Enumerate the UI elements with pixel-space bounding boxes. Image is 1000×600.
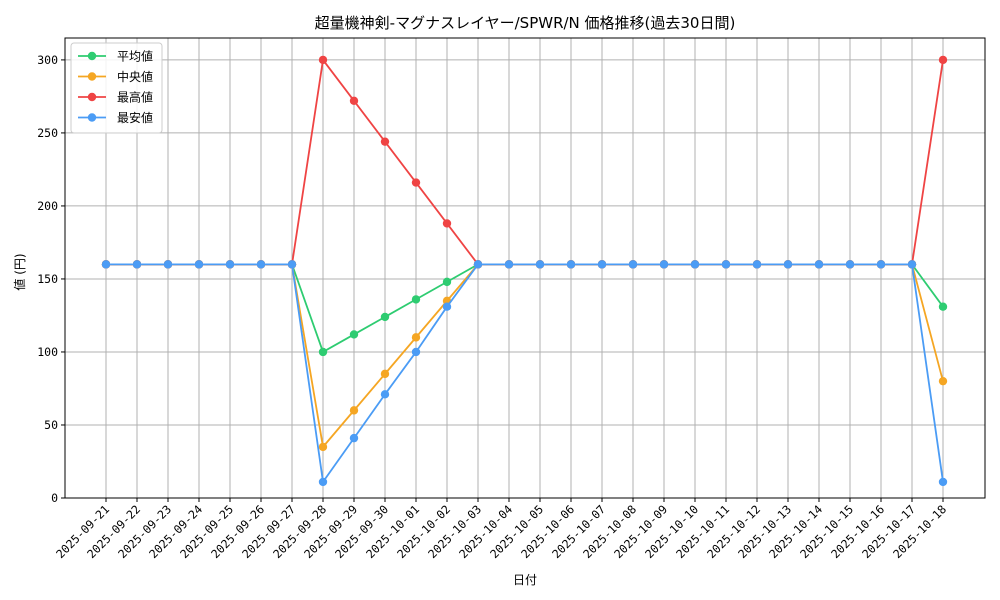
data-point <box>504 260 514 269</box>
data-point <box>721 260 731 269</box>
legend-item: 平均値 <box>78 49 153 64</box>
data-point <box>411 295 421 304</box>
data-point <box>349 96 359 105</box>
y-tick-label: 100 <box>37 345 58 359</box>
x-axis-label: 日付 <box>513 573 537 587</box>
legend-item: 中央値 <box>78 69 153 84</box>
data-point <box>163 260 173 269</box>
series-line <box>106 57 944 266</box>
legend-marker <box>87 51 97 61</box>
data-point <box>380 390 390 399</box>
data-point <box>876 260 886 269</box>
data-point <box>442 302 452 311</box>
series-0 <box>101 260 948 357</box>
data-point <box>566 260 576 269</box>
data-point <box>380 369 390 379</box>
y-tick-label: 50 <box>44 418 58 432</box>
chart-title: 超量機神剣-マグナスレイヤー/SPWR/N 価格推移(過去30日間) <box>315 14 736 32</box>
data-point <box>442 277 452 287</box>
plot-frame <box>64 37 986 499</box>
y-axis-label: 値 (円) <box>12 253 27 290</box>
data-point <box>287 260 297 269</box>
data-point <box>814 260 824 269</box>
series-3 <box>101 260 948 487</box>
data-point <box>628 260 638 269</box>
series-2 <box>101 55 948 269</box>
y-tick-label: 150 <box>37 272 58 286</box>
legend-box <box>70 42 163 134</box>
y-tick-label: 250 <box>37 126 58 140</box>
data-point <box>411 333 421 342</box>
y-tick-label: 0 <box>51 491 58 505</box>
data-point <box>442 219 452 228</box>
grid-lines <box>65 38 985 499</box>
data-point <box>132 260 142 269</box>
data-point <box>101 260 111 269</box>
data-point <box>938 55 948 65</box>
series-lines <box>101 55 948 487</box>
y-tick-label: 300 <box>37 53 58 67</box>
data-point <box>938 302 948 311</box>
data-point <box>907 260 917 269</box>
data-point <box>256 260 266 269</box>
legend-label: 最高値 <box>117 90 153 105</box>
data-point <box>380 312 390 322</box>
y-tick-label: 200 <box>37 199 58 213</box>
data-point <box>225 260 235 269</box>
data-point <box>752 260 762 269</box>
data-point <box>318 442 328 452</box>
data-point <box>318 477 328 487</box>
data-point <box>411 178 421 187</box>
series-line <box>106 263 944 354</box>
data-point <box>349 330 359 339</box>
legend-marker <box>87 92 97 102</box>
data-point <box>845 260 855 269</box>
x-axis-ticks: 2025-09-212025-09-222025-09-232025-09-24… <box>53 498 949 561</box>
data-point <box>380 137 390 146</box>
data-point <box>690 260 700 269</box>
data-point <box>938 477 948 487</box>
data-point <box>597 260 607 269</box>
data-point <box>349 433 359 443</box>
data-point <box>194 260 204 269</box>
legend-label: 最安値 <box>117 110 153 125</box>
data-point <box>318 347 328 357</box>
series-line <box>106 263 944 485</box>
series-line <box>106 263 944 449</box>
data-point <box>318 55 328 65</box>
legend-marker <box>87 113 97 122</box>
legend-label: 平均値 <box>117 49 153 64</box>
data-point <box>473 260 483 269</box>
data-point <box>783 260 793 269</box>
data-point <box>535 260 545 269</box>
legend-item: 最高値 <box>78 90 153 105</box>
data-point <box>349 406 359 415</box>
series-1 <box>101 260 948 452</box>
data-point <box>411 347 421 357</box>
y-axis-ticks: 0 50 100 150 200 250 300 <box>37 53 65 505</box>
legend-marker <box>87 72 97 81</box>
legend-item: 最安値 <box>78 110 153 125</box>
data-point <box>938 376 948 386</box>
data-point <box>659 260 669 269</box>
legend-label: 中央値 <box>117 69 153 84</box>
